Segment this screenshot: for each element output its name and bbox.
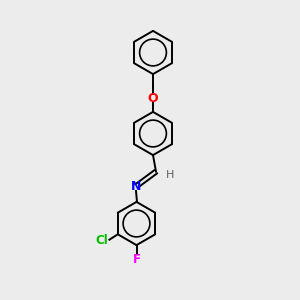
Text: H: H	[166, 170, 175, 180]
Text: F: F	[133, 253, 140, 266]
Text: N: N	[131, 179, 142, 193]
Text: O: O	[148, 92, 158, 105]
Text: Cl: Cl	[96, 234, 109, 248]
